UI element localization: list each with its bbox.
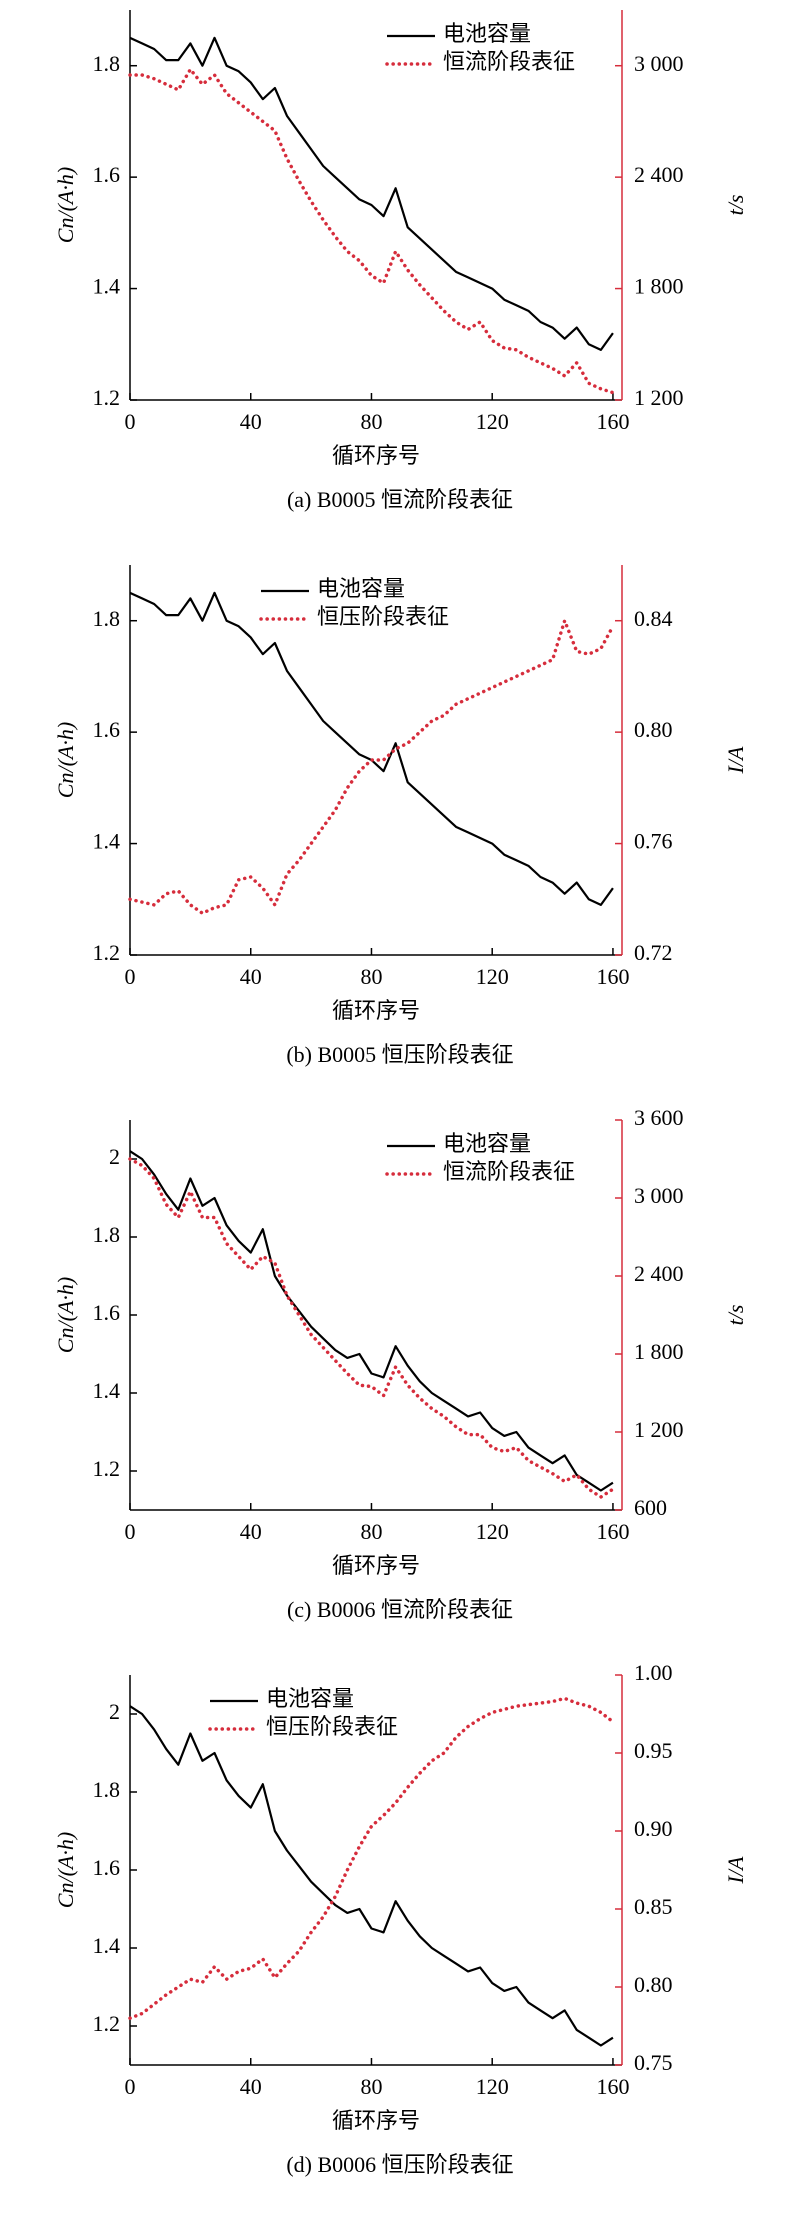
series-line — [129, 1150, 614, 1492]
x-tick-label: 80 — [360, 2074, 382, 2099]
y2-tick-label: 0.85 — [634, 1894, 673, 1919]
y-tick-label: 2 — [109, 1144, 120, 1169]
y-axis-label: Cn/(A·h) — [53, 1277, 78, 1353]
x-tick-label: 160 — [596, 2074, 629, 2099]
x-axis-label: 循环序号 — [332, 998, 420, 1023]
legend-label: 恒压阶段表征 — [266, 1714, 398, 1739]
x-tick-label: 120 — [476, 2074, 509, 2099]
y2-tick-label: 0.90 — [634, 1816, 673, 1841]
y2-tick-label: 3 000 — [634, 1183, 684, 1208]
y-tick-label: 1.8 — [93, 1222, 121, 1247]
y2-tick-label: 3 000 — [634, 51, 684, 76]
legend-label: 电池容量 — [443, 1131, 531, 1156]
x-axis-label: 循环序号 — [332, 443, 420, 468]
legend-label: 恒压阶段表征 — [317, 604, 449, 629]
y2-tick-label: 0.80 — [634, 1972, 673, 1997]
x-tick-label: 160 — [596, 409, 629, 434]
series-line — [128, 1157, 615, 1499]
y-tick-label: 1.6 — [93, 1855, 121, 1880]
y2-axis-label: t/s — [723, 195, 748, 216]
y-axis-label: Cn/(A·h) — [53, 722, 78, 798]
x-tick-label: 40 — [240, 409, 262, 434]
y-tick-label: 1.8 — [93, 606, 121, 631]
y-tick-label: 1.2 — [93, 1456, 121, 1481]
series-line — [128, 618, 615, 915]
x-tick-label: 40 — [240, 1519, 262, 1544]
y2-axis-label: I/A — [723, 746, 748, 774]
x-tick-label: 160 — [596, 1519, 629, 1544]
x-tick-label: 0 — [125, 2074, 136, 2099]
x-tick-label: 80 — [360, 409, 382, 434]
x-axis-label: 循环序号 — [332, 2108, 420, 2133]
y-tick-label: 1.6 — [93, 717, 121, 742]
y2-tick-label: 1 800 — [634, 1339, 684, 1364]
x-tick-label: 120 — [476, 409, 509, 434]
caption: (a) B0005 恒流阶段表征 — [287, 487, 513, 512]
y2-axis-label: t/s — [723, 1305, 748, 1326]
legend-label: 电池容量 — [266, 1686, 354, 1711]
y-tick-label: 1.6 — [93, 1300, 121, 1325]
x-tick-label: 0 — [125, 964, 136, 989]
x-tick-label: 160 — [596, 964, 629, 989]
y-axis-label: Cn/(A·h) — [53, 1832, 78, 1908]
y-tick-label: 1.2 — [93, 385, 121, 410]
y-tick-label: 1.6 — [93, 162, 121, 187]
caption: (b) B0005 恒压阶段表征 — [286, 1042, 513, 1067]
y-tick-label: 1.2 — [93, 2011, 121, 2036]
y-tick-label: 1.4 — [93, 274, 121, 299]
series-line — [128, 67, 615, 395]
x-tick-label: 80 — [360, 964, 382, 989]
y-tick-label: 2 — [109, 1699, 120, 1724]
y-tick-label: 1.4 — [93, 829, 121, 854]
caption: (c) B0006 恒流阶段表征 — [287, 1597, 513, 1622]
x-tick-label: 0 — [125, 409, 136, 434]
y2-tick-label: 0.76 — [634, 829, 673, 854]
legend-label: 电池容量 — [443, 21, 531, 46]
y2-tick-label: 0.84 — [634, 606, 673, 631]
series-line — [129, 1705, 614, 2047]
series-line — [129, 591, 614, 906]
series-line — [128, 1696, 615, 2020]
y2-tick-label: 1 200 — [634, 385, 684, 410]
y-tick-label: 1.2 — [93, 940, 121, 965]
y2-tick-label: 0.72 — [634, 940, 673, 965]
legend-label: 恒流阶段表征 — [443, 1159, 575, 1184]
y-tick-label: 1.8 — [93, 51, 121, 76]
y-tick-label: 1.8 — [93, 1777, 121, 1802]
y2-tick-label: 1 800 — [634, 274, 684, 299]
caption: (d) B0006 恒压阶段表征 — [286, 2152, 513, 2177]
x-tick-label: 120 — [476, 964, 509, 989]
x-tick-label: 40 — [240, 964, 262, 989]
y-axis-label: Cn/(A·h) — [53, 167, 78, 243]
x-axis-label: 循环序号 — [332, 1553, 420, 1578]
y2-tick-label: 3 600 — [634, 1105, 684, 1130]
y-tick-label: 1.4 — [93, 1378, 121, 1403]
y-tick-label: 1.4 — [93, 1933, 121, 1958]
x-tick-label: 40 — [240, 2074, 262, 2099]
y2-tick-label: 0.80 — [634, 717, 673, 742]
x-tick-label: 120 — [476, 1519, 509, 1544]
y2-axis-label: I/A — [723, 1856, 748, 1884]
legend-label: 恒流阶段表征 — [443, 49, 575, 74]
x-tick-label: 80 — [360, 1519, 382, 1544]
x-tick-label: 0 — [125, 1519, 136, 1544]
y2-tick-label: 2 400 — [634, 1261, 684, 1286]
legend-label: 电池容量 — [317, 576, 405, 601]
y2-tick-label: 0.75 — [634, 2050, 673, 2075]
y2-tick-label: 1.00 — [634, 1660, 673, 1685]
y2-tick-label: 2 400 — [634, 162, 684, 187]
y2-tick-label: 0.95 — [634, 1738, 673, 1763]
series-line — [129, 36, 614, 351]
y2-tick-label: 1 200 — [634, 1417, 684, 1442]
y2-tick-label: 600 — [634, 1495, 667, 1520]
